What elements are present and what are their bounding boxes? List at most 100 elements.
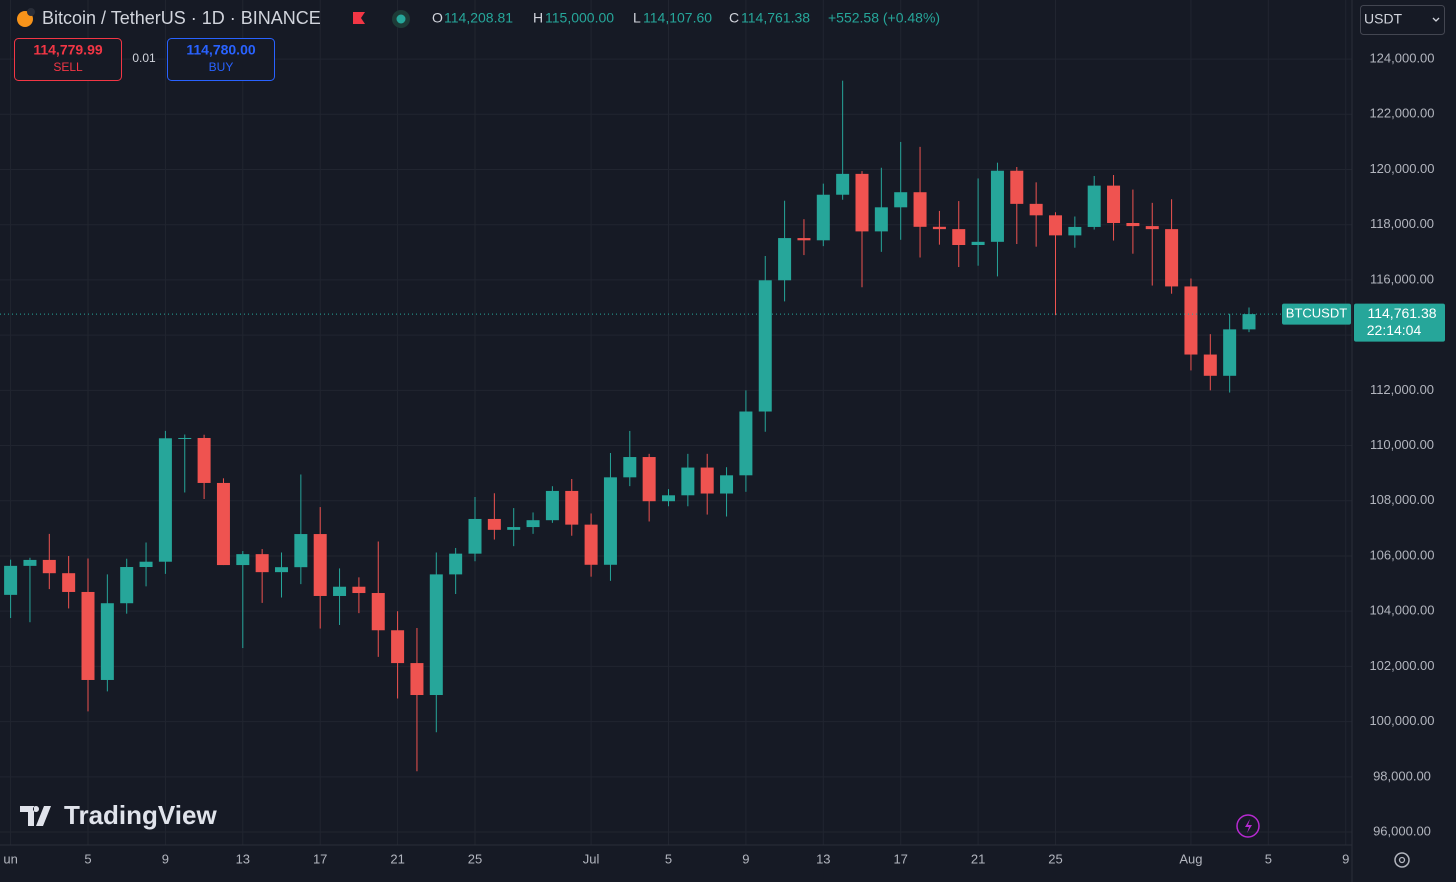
candle-body — [1029, 203, 1043, 216]
symbol-tag-bg — [1282, 303, 1351, 325]
y-tick-label: 98,000.00 — [1373, 768, 1431, 783]
candle-body — [778, 238, 792, 281]
y-tick-label: 110,000.00 — [1370, 437, 1434, 452]
settings-icon[interactable] — [1394, 852, 1410, 868]
candle-body — [100, 603, 114, 680]
x-tick-label: 9 — [742, 851, 749, 866]
y-tick-label: 118,000.00 — [1370, 216, 1434, 231]
candle-body — [313, 534, 327, 596]
candle-body — [507, 527, 521, 530]
candle-body — [681, 467, 695, 496]
x-tick-label: 5 — [84, 851, 91, 866]
candle-body — [971, 241, 985, 245]
candle-body — [1010, 170, 1024, 204]
x-tick-label: Aug — [1179, 851, 1202, 866]
x-tick-label: 21 — [390, 851, 404, 866]
y-tick-label: 104,000.00 — [1369, 603, 1434, 618]
market-status-dot — [396, 14, 406, 24]
candle-body — [623, 457, 637, 478]
buy-button[interactable] — [167, 38, 275, 81]
candle-body — [42, 559, 56, 574]
flag-icon[interactable] — [353, 12, 365, 24]
buy-price: 114,780.00 — [186, 42, 256, 58]
axes: 124,000.00 122,000.00 120,000.00 118,000.00… — [3, 51, 1434, 867]
y-tick-label: 102,000.00 — [1369, 658, 1434, 673]
y-tick-label: 100,000.00 — [1369, 713, 1434, 728]
y-tick-label: 122,000.00 — [1369, 106, 1434, 121]
ohlc-label: O — [432, 10, 443, 26]
candle-body — [1087, 185, 1101, 227]
sell-button[interactable] — [14, 38, 122, 81]
x-tick-label: 25 — [1048, 851, 1062, 866]
candle-body — [603, 477, 617, 565]
symbol-tag: BTCUSDT — [1286, 306, 1347, 321]
candle-body — [758, 280, 772, 412]
candle-body — [874, 207, 888, 232]
candle-body — [739, 411, 753, 476]
ohlc-value: 114,761.38 — [741, 10, 810, 26]
sell-label: SELL — [53, 60, 83, 74]
candle-body — [236, 554, 250, 566]
candle-body — [275, 567, 288, 573]
candle-body — [23, 559, 37, 566]
ohlc-value: 114,107.60 — [643, 10, 712, 26]
candle-body — [700, 467, 714, 494]
candle-body — [584, 524, 598, 565]
ohlc-label: L — [633, 10, 641, 26]
candle-body — [120, 567, 134, 604]
candle-body — [855, 173, 869, 232]
symbol-title[interactable]: Bitcoin / TetherUS · 1D · BINANCE — [42, 8, 321, 28]
candle-body — [333, 586, 347, 596]
candle-body — [526, 520, 540, 528]
candle-body — [1223, 329, 1237, 376]
candle-body — [990, 170, 1004, 242]
candle-body — [391, 630, 405, 664]
x-tick-label: 17 — [313, 851, 327, 866]
x-tick-label: 9 — [162, 851, 169, 866]
x-tick-label: Jul — [583, 851, 600, 866]
candle-body — [1165, 229, 1179, 287]
candle-body — [352, 586, 366, 594]
buy-label: BUY — [209, 60, 234, 74]
candle-body — [1107, 185, 1121, 223]
candle-body — [797, 238, 811, 241]
candle-body — [158, 438, 172, 562]
last-price-bg — [1354, 303, 1445, 342]
candle-body — [836, 173, 850, 195]
candle-body — [1184, 286, 1198, 355]
x-tick-label: 17 — [893, 851, 907, 866]
y-tick-label: 106,000.00 — [1369, 547, 1434, 562]
logo-icon — [20, 806, 51, 826]
candle-body — [371, 593, 385, 631]
ohlc-label: C — [729, 10, 739, 26]
change: +552.58 (+0.48%) — [828, 10, 940, 26]
candle-body — [894, 192, 908, 208]
candle-body — [139, 561, 153, 568]
settings-icon-center — [1398, 856, 1406, 864]
spread: 0.01 — [132, 51, 156, 65]
currency-select[interactable] — [1360, 5, 1445, 35]
candle-body — [487, 518, 501, 530]
countdown: 22:14:04 — [1367, 322, 1422, 338]
lightning-icon[interactable] — [1236, 814, 1260, 838]
candle-body — [410, 663, 424, 696]
symbol-icon-badge — [27, 8, 35, 16]
x-tick-label: 13 — [236, 851, 250, 866]
ohlc-value: 115,000.00 — [545, 10, 614, 26]
candle-body — [545, 490, 559, 521]
lightning-bolt — [1245, 819, 1252, 833]
ohlc-label: H — [533, 10, 543, 26]
y-tick-label: 120,000.00 — [1369, 161, 1434, 176]
candle-body — [662, 495, 675, 502]
currency: USDT — [1364, 11, 1403, 27]
candle-body — [913, 192, 927, 227]
candle-body — [642, 457, 656, 502]
x-tick-label: 5 — [1265, 851, 1272, 866]
candle-body — [4, 565, 18, 595]
x-tick-label: 9 — [1342, 851, 1349, 866]
candle-body — [565, 490, 579, 525]
candle-body — [178, 437, 192, 439]
sell-price: 114,779.99 — [33, 42, 103, 58]
y-tick-label: 112,000.00 — [1370, 382, 1434, 397]
